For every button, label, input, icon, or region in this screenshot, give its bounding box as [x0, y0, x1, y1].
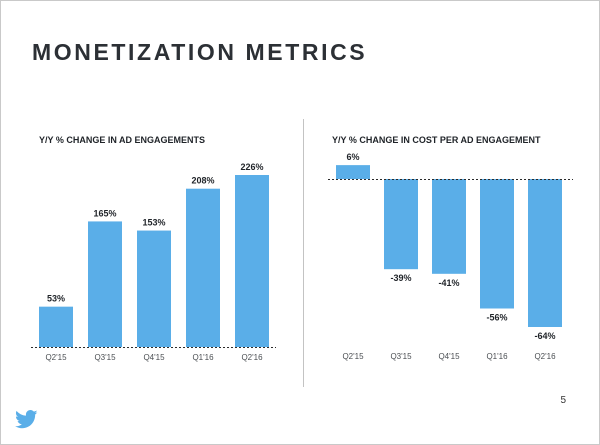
- right-chart-category-label: Q4'15: [438, 352, 460, 361]
- left-chart-category-label: Q1'16: [192, 353, 214, 362]
- left-chart-data-label: 208%: [191, 176, 214, 186]
- left-chart-bar: [137, 230, 171, 347]
- right-chart-category-label: Q2'16: [534, 352, 556, 361]
- right-chart-category-label: Q3'15: [390, 352, 412, 361]
- left-chart-category-label: Q3'15: [94, 353, 116, 362]
- left-chart-data-label: 153%: [142, 218, 165, 228]
- left-chart-bar: [88, 221, 122, 347]
- left-chart-title: Y/Y % CHANGE IN AD ENGAGEMENTS: [39, 135, 206, 145]
- right-chart-data-label: -41%: [438, 278, 459, 288]
- right-chart-bar: [336, 165, 370, 179]
- twitter-bird-icon: [15, 410, 38, 429]
- left-chart-bar: [235, 175, 269, 347]
- right-chart-data-label: 6%: [346, 152, 359, 162]
- left-chart-data-label: 226%: [240, 162, 263, 172]
- right-chart-bar: [384, 179, 418, 270]
- right-chart-bar: [480, 179, 514, 309]
- right-chart-data-label: -64%: [534, 331, 555, 341]
- right-chart-data-label: -39%: [390, 273, 411, 283]
- right-chart-bar: [528, 179, 562, 327]
- left-chart-category-label: Q4'15: [143, 353, 165, 362]
- right-chart-category-label: Q2'15: [342, 352, 364, 361]
- left-chart-bar: [39, 306, 73, 347]
- left-chart-data-label: 53%: [47, 294, 65, 304]
- right-chart-data-label: -56%: [486, 313, 507, 323]
- right-chart-title: Y/Y % CHANGE IN COST PER AD ENGAGEMENT: [332, 135, 541, 145]
- chart-divider: [303, 119, 304, 387]
- left-chart-data-label: 165%: [93, 208, 116, 218]
- right-chart-bar: [432, 179, 466, 274]
- page-number: 5: [560, 395, 566, 406]
- right-chart-category-label: Q1'16: [486, 352, 508, 361]
- left-chart-category-label: Q2'15: [45, 353, 67, 362]
- left-chart-category-label: Q2'16: [241, 353, 263, 362]
- slide-title: MONETIZATION METRICS: [32, 39, 368, 65]
- left-chart-bar: [186, 188, 220, 347]
